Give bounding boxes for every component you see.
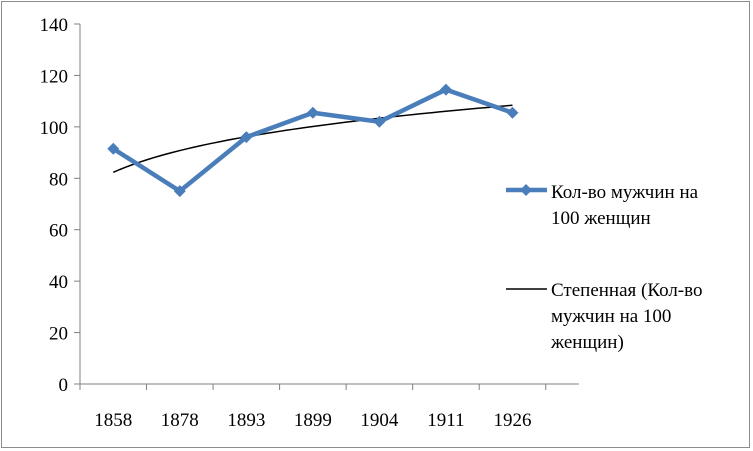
data-point-marker xyxy=(107,142,120,155)
data-point-marker xyxy=(506,106,519,119)
series-line xyxy=(112,87,514,194)
x-tick-label: 1858 xyxy=(94,410,132,431)
y-tick-label: 120 xyxy=(40,66,69,87)
trendline xyxy=(112,104,513,174)
y-tick-label: 60 xyxy=(49,221,68,242)
data-point-marker xyxy=(439,83,452,96)
y-tick-label: 20 xyxy=(49,324,68,345)
x-tick-label: 1904 xyxy=(360,410,399,431)
y-tick-label: 40 xyxy=(49,272,68,293)
x-tick-label: 1893 xyxy=(227,410,265,431)
x-tick-label: 1899 xyxy=(294,410,332,431)
y-tick-label: 100 xyxy=(40,118,69,139)
y-tick-label: 140 xyxy=(40,15,69,36)
legend-label-series: Кол-во мужчин на 100 женщин xyxy=(551,182,699,229)
legend-label-trendline: Степенная (Кол-во мужчин на 100 женщин) xyxy=(551,280,703,353)
x-tick-label: 1878 xyxy=(161,410,199,431)
data-point-marker xyxy=(373,115,386,128)
x-tick-label: 1926 xyxy=(493,410,531,431)
y-tick-label: 0 xyxy=(59,375,69,396)
data-point-marker xyxy=(306,106,319,119)
data-point-marker xyxy=(240,131,253,144)
data-point-marker xyxy=(173,185,186,198)
y-tick-label: 80 xyxy=(49,169,68,190)
legend-swatch-marker xyxy=(520,184,532,196)
x-tick-label: 1911 xyxy=(427,410,464,431)
